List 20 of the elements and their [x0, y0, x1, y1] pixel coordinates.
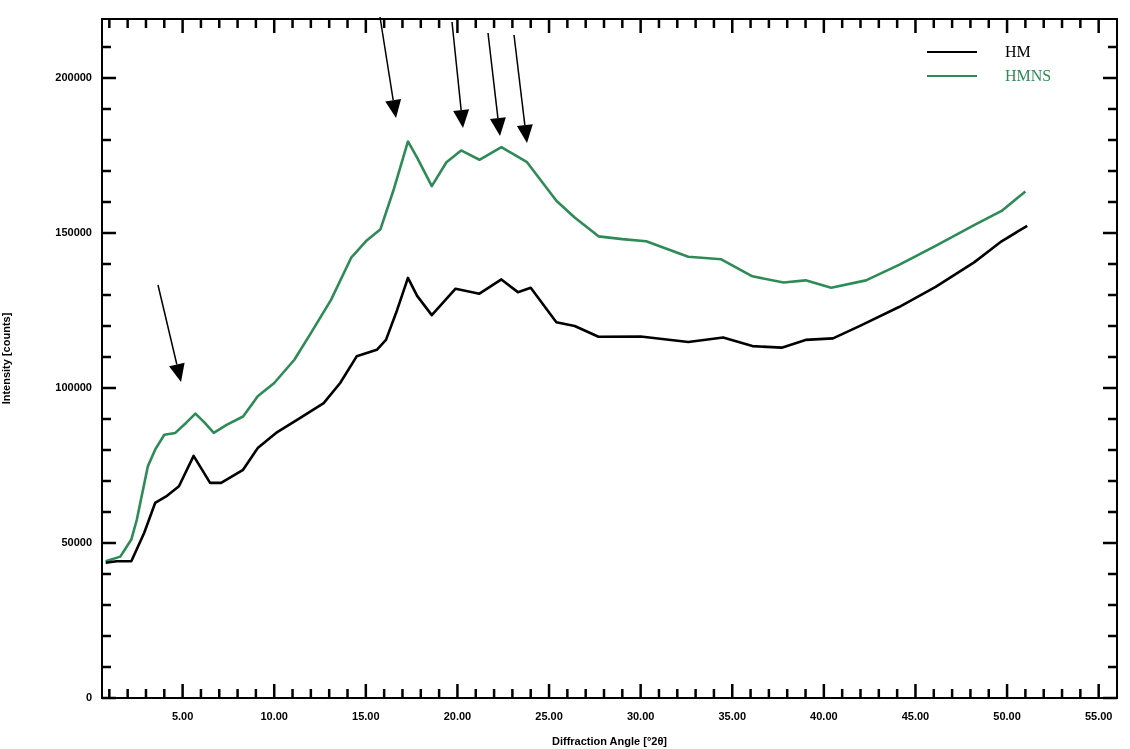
- legend-label: HMNS: [1005, 67, 1053, 85]
- x-tick-label: 20.00: [443, 709, 472, 722]
- y-tick-label: 200000: [55, 70, 92, 83]
- x-tick-label: 10.00: [260, 709, 288, 722]
- x-tick-label: 15.00: [352, 709, 380, 722]
- x-tick-label: 35.00: [718, 709, 747, 722]
- y-tick-label: 150000: [55, 225, 92, 238]
- x-tick-label: 55.00: [1084, 709, 1113, 722]
- x-tick-label: 45.00: [901, 709, 930, 722]
- y-tick-label: 100000: [55, 380, 92, 393]
- legend-label: HM: [1005, 43, 1032, 61]
- x-tick-label: 40.00: [810, 709, 838, 722]
- x-tick-label: 30.00: [626, 709, 655, 722]
- y-tick-label: 50000: [61, 536, 92, 549]
- x-tick-label: 5.00: [171, 709, 194, 722]
- y-tick-label: 0: [85, 691, 92, 704]
- y-axis-title: Intensity [counts]: [0, 312, 12, 405]
- x-tick-label: 25.00: [535, 709, 563, 722]
- x-tick-label: 50.00: [993, 709, 1021, 722]
- x-axis-title: Diffraction Angle [°2θ]: [551, 735, 668, 748]
